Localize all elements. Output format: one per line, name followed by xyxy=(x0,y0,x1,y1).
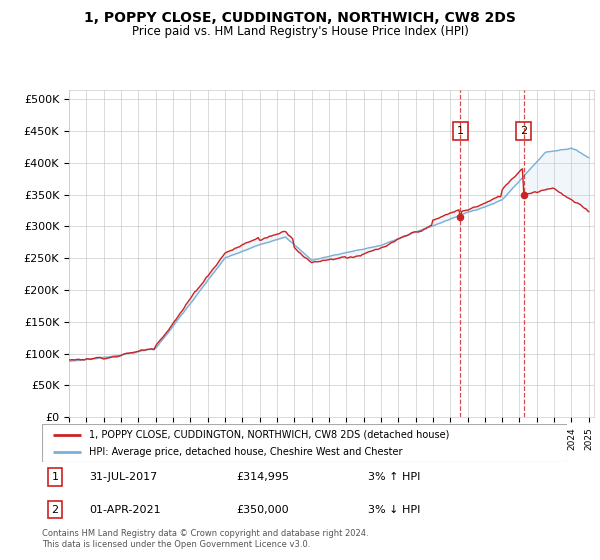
Text: £314,995: £314,995 xyxy=(236,472,289,482)
Text: 01-APR-2021: 01-APR-2021 xyxy=(89,505,161,515)
Text: HPI: Average price, detached house, Cheshire West and Chester: HPI: Average price, detached house, Ches… xyxy=(89,447,403,457)
Point xyxy=(455,212,465,221)
Text: 3% ↓ HPI: 3% ↓ HPI xyxy=(367,505,420,515)
Text: 1, POPPY CLOSE, CUDDINGTON, NORTHWICH, CW8 2DS: 1, POPPY CLOSE, CUDDINGTON, NORTHWICH, C… xyxy=(84,11,516,25)
Text: 31-JUL-2017: 31-JUL-2017 xyxy=(89,472,157,482)
Text: £350,000: £350,000 xyxy=(236,505,289,515)
Text: 2: 2 xyxy=(520,126,527,136)
Text: Contains HM Land Registry data © Crown copyright and database right 2024.
This d: Contains HM Land Registry data © Crown c… xyxy=(42,529,368,549)
Text: 3% ↑ HPI: 3% ↑ HPI xyxy=(367,472,420,482)
Text: Price paid vs. HM Land Registry's House Price Index (HPI): Price paid vs. HM Land Registry's House … xyxy=(131,25,469,38)
Text: 2: 2 xyxy=(52,505,59,515)
Text: 1: 1 xyxy=(457,126,464,136)
Point xyxy=(519,190,529,199)
Text: 1: 1 xyxy=(52,472,59,482)
Text: 1, POPPY CLOSE, CUDDINGTON, NORTHWICH, CW8 2DS (detached house): 1, POPPY CLOSE, CUDDINGTON, NORTHWICH, C… xyxy=(89,430,449,440)
